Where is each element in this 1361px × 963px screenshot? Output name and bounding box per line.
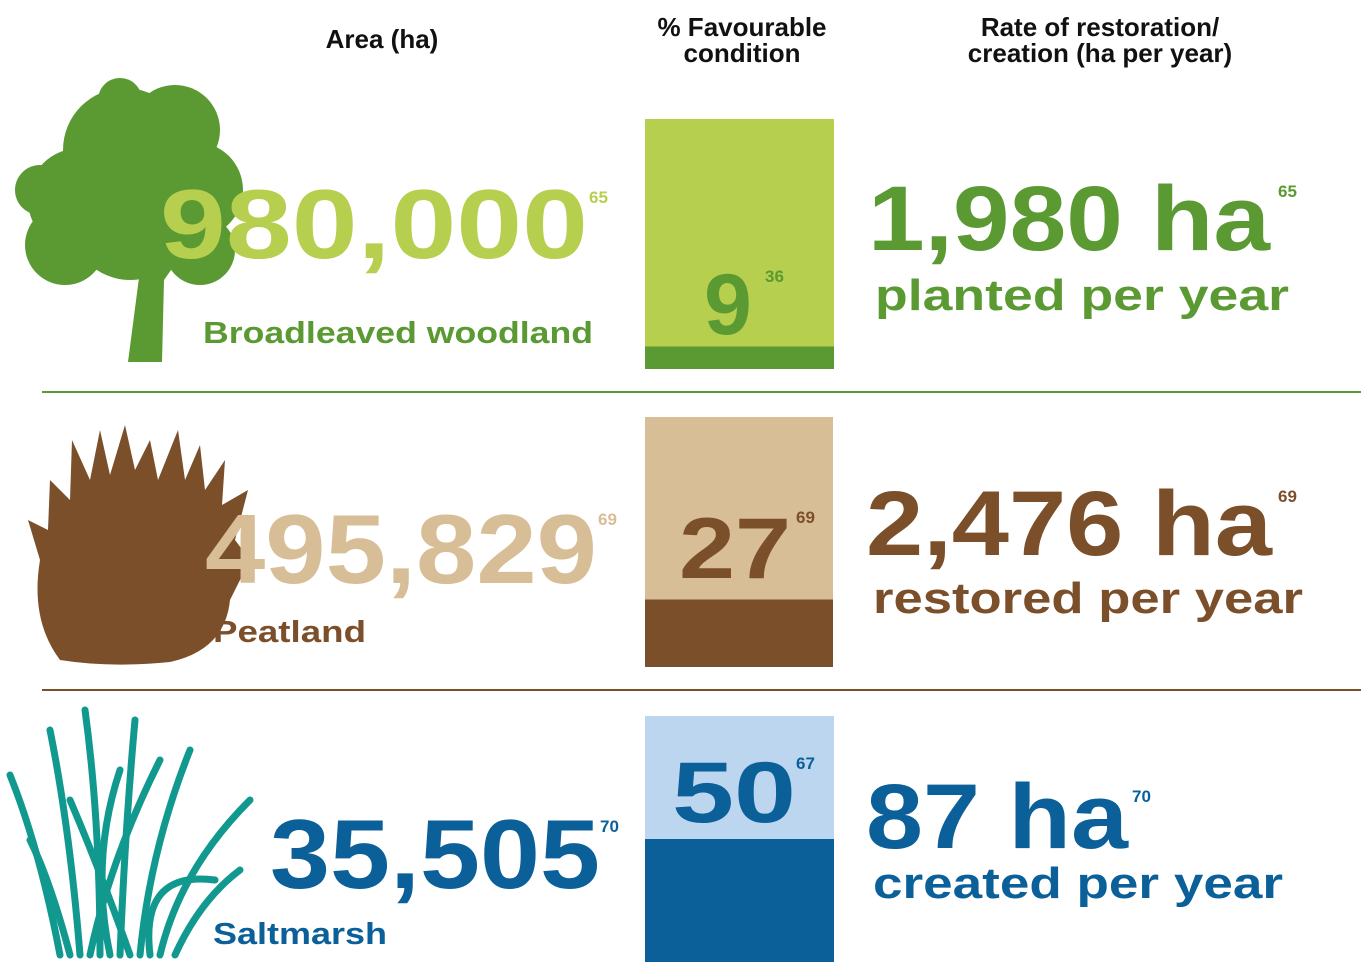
tree-icon (15, 78, 243, 362)
rate-note: planted per year (875, 271, 1289, 320)
rate-note: created per year (873, 859, 1283, 908)
reference: 70 (600, 817, 619, 836)
condition-value: 27 (679, 501, 791, 597)
column-header: Area (ha) (326, 24, 439, 54)
column-header: Rate of restoration/ (981, 12, 1219, 42)
rate-value: 1,980 ha (868, 168, 1271, 270)
habitat-label: Peatland (213, 614, 366, 649)
rate-value: 2,476 ha (866, 473, 1273, 575)
reference: 69 (1278, 487, 1297, 506)
area-value: 495,829 (205, 494, 597, 604)
column-header: creation (ha per year) (968, 38, 1232, 68)
area-value: 35,505 (270, 799, 600, 909)
reference: 65 (1278, 182, 1297, 201)
habitat-label: Broadleaved woodland (203, 315, 593, 350)
rate-note: restored per year (873, 574, 1303, 623)
condition-value: 50 (672, 745, 796, 841)
saltmarsh-icon (6, 706, 254, 959)
reference: 67 (796, 754, 815, 773)
rate-value: 87 ha (866, 766, 1129, 868)
reference: 65 (589, 188, 608, 207)
condition-fill (645, 346, 834, 369)
column-header: % Favourable (657, 12, 826, 42)
reference: 69 (796, 508, 815, 527)
condition-fill (645, 839, 834, 962)
area-value: 980,000 (160, 169, 588, 279)
reference: 36 (765, 267, 784, 286)
peat-icon (28, 425, 250, 665)
reference: 69 (598, 510, 617, 529)
condition-value: 9 (704, 257, 752, 353)
column-header: condition (684, 38, 801, 68)
condition-box (645, 119, 834, 369)
habitat-label: Saltmarsh (213, 916, 387, 951)
condition-fill (645, 599, 833, 667)
reference: 70 (1132, 787, 1151, 806)
